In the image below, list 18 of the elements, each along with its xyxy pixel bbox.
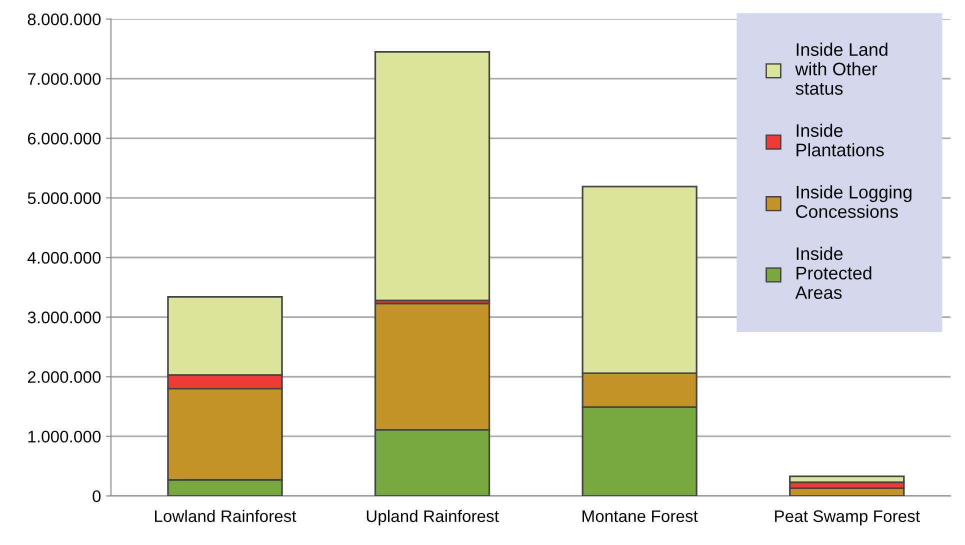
bar: [374, 51, 490, 302]
x-tick-label: Lowland Rainforest: [155, 510, 296, 522]
y-tick-label: 5.000.000: [28, 192, 101, 204]
y-tick-label: 2.000.000: [28, 371, 101, 383]
y-tick-label: 3.000.000: [28, 312, 101, 324]
legend-label: Inside Land with Other status: [795, 42, 888, 95]
x-tick-label: Upland Rainforest: [366, 510, 499, 526]
x-tick-label: Montane Forest: [582, 510, 698, 522]
y-tick-label: 1.000.000: [28, 430, 101, 443]
legend-label: Inside Protected Areas: [795, 246, 872, 299]
legend-label: Inside Logging Concessions: [796, 185, 912, 218]
y-tick-label: 7.000.000: [28, 73, 101, 85]
y-tick-label: 0: [92, 490, 101, 502]
legend-label: Inside Plantations: [796, 124, 884, 156]
y-tick-label: 6.000.000: [28, 132, 101, 144]
x-tick-label: Peat Swamp Forest: [775, 510, 920, 526]
y-tick-label: 8.000.000: [28, 13, 101, 26]
y-tick-label: 4.000.000: [28, 252, 101, 264]
